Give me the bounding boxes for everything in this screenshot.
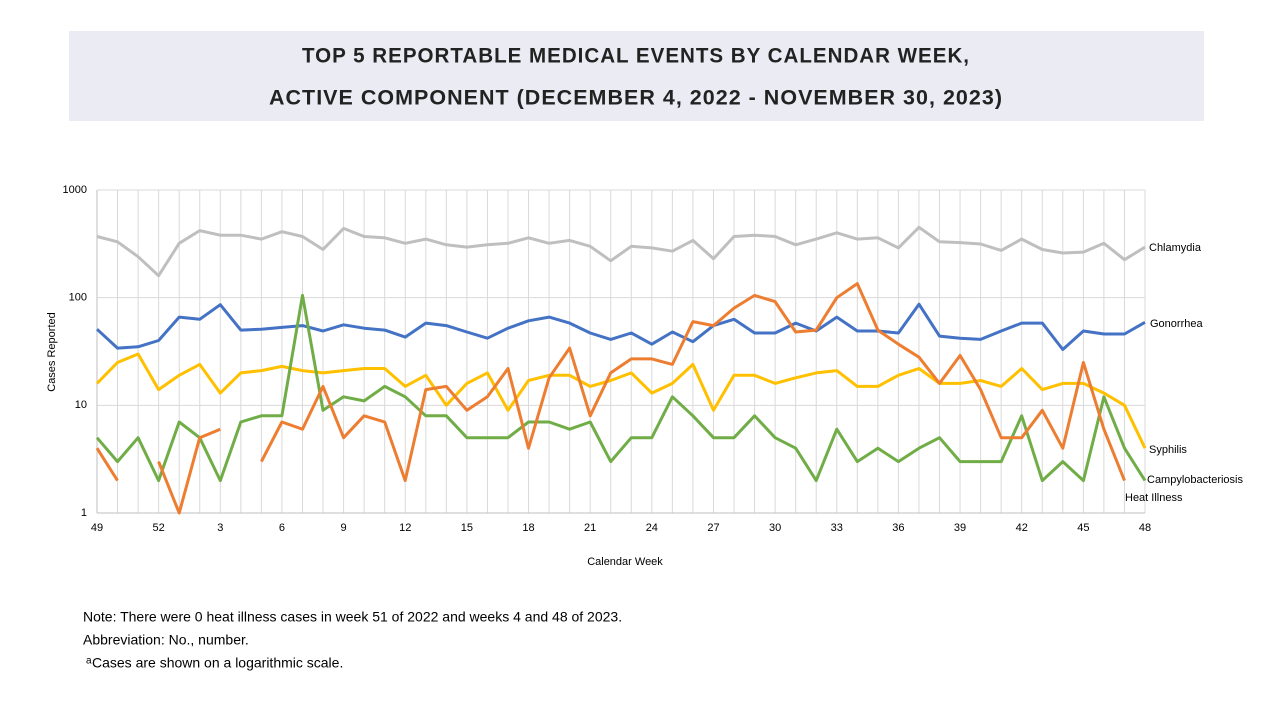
x-tick-label: 27 [707, 522, 719, 534]
note: Abbreviation: No., number. [83, 632, 249, 648]
x-tick-label: 30 [769, 522, 781, 534]
series-label: Campylobacteriosis [1147, 474, 1243, 486]
x-tick-label: 48 [1139, 522, 1151, 534]
series-line [95, 352, 1147, 449]
series-line [95, 282, 1126, 515]
series-line [96, 225, 1146, 278]
footnote-marker: a [86, 656, 92, 667]
x-tick-label: 33 [831, 522, 843, 534]
chart-title: TOP 5 REPORTABLE MEDICAL EVENTS BY CALEN… [302, 45, 970, 68]
y-tick-label: 10 [75, 399, 87, 411]
x-axis-label: Calendar Week [587, 556, 663, 568]
y-tick-label: 1 [81, 507, 87, 519]
x-tick-label: 12 [399, 522, 411, 534]
x-tick-label: 21 [584, 522, 596, 534]
x-tick-label: 52 [153, 522, 165, 534]
series-line [95, 302, 1146, 351]
x-tick-label: 45 [1077, 522, 1089, 534]
note: Note: There were 0 heat illness cases in… [83, 609, 622, 625]
y-tick-label: 1000 [63, 184, 87, 196]
title-box [69, 31, 1204, 121]
y-tick-label: 100 [69, 292, 87, 304]
chart-title: ACTIVE COMPONENT (DECEMBER 4, 2022 - NOV… [269, 87, 1003, 110]
x-tick-label: 24 [646, 522, 658, 534]
x-tick-label: 15 [461, 522, 473, 534]
x-tick-label: 42 [1016, 522, 1028, 534]
x-tick-label: 49 [91, 522, 103, 534]
footnote: Cases are shown on a logarithmic scale. [92, 655, 343, 671]
series-label: Chlamydia [1149, 242, 1202, 254]
series-line [95, 293, 1147, 483]
series-label: Syphilis [1149, 444, 1187, 456]
x-tick-label: 18 [522, 522, 534, 534]
x-tick-label: 39 [954, 522, 966, 534]
x-tick-label: 6 [279, 522, 285, 534]
x-tick-label: 3 [217, 522, 223, 534]
y-axis-label: Cases Reported [46, 312, 58, 392]
series-label: Heat Illness [1125, 492, 1183, 504]
x-tick-label: 36 [892, 522, 904, 534]
series-label: Gonorrhea [1150, 318, 1203, 330]
x-tick-label: 9 [341, 522, 347, 534]
